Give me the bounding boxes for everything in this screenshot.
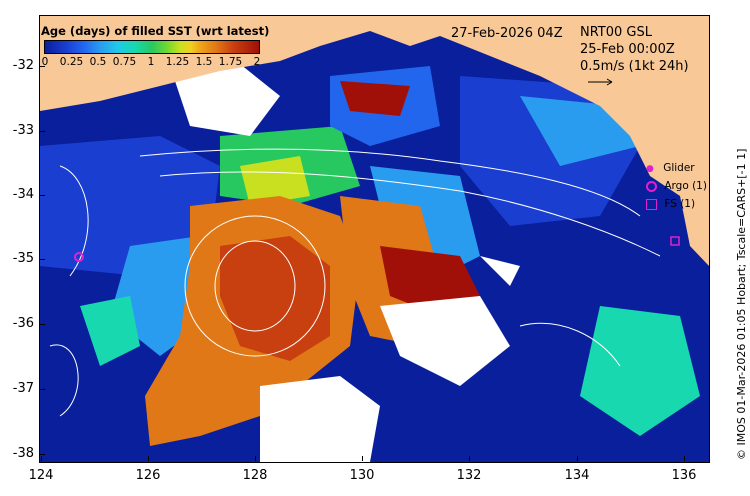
colorbar-tick-label: 1.25: [165, 56, 190, 68]
colorbar-title: Age (days) of filled SST (wrt latest): [41, 24, 270, 38]
x-tick-mark: [577, 456, 578, 461]
y-tick-mark: [40, 324, 45, 325]
colorbar-tick-label: 0.5: [89, 56, 107, 68]
colorbar-tick-label: 1.5: [195, 56, 213, 68]
x-tick-label: 126: [135, 468, 161, 483]
legend-fs: FS (1): [646, 198, 695, 210]
x-tick-mark: [684, 456, 685, 461]
y-tick-mark: [40, 454, 45, 455]
colorbar-tick-label: 0.25: [59, 56, 84, 68]
x-tick-label: 134: [564, 468, 590, 483]
x-tick-label: 130: [349, 468, 375, 483]
ocean-patch: [580, 306, 700, 436]
x-tick-mark: [148, 456, 149, 461]
missing-data: [260, 376, 380, 462]
y-tick-mark: [40, 66, 45, 67]
x-tick-mark: [255, 456, 256, 461]
y-tick-mark: [40, 195, 45, 196]
y-tick-label: -35: [12, 251, 34, 266]
colorbar-tick-label: 0.75: [112, 56, 137, 68]
stale-core: [340, 81, 410, 116]
ocean-patch: [80, 296, 140, 366]
legend-argo: Argo (1): [646, 180, 707, 192]
x-tick-mark: [362, 456, 363, 461]
fs-marker: [670, 236, 680, 246]
y-tick-mark: [40, 131, 45, 132]
sst-age-map: [40, 16, 709, 462]
missing-data: [380, 296, 510, 386]
x-tick-label: 124: [28, 468, 54, 483]
x-tick-label: 132: [456, 468, 482, 483]
x-tick-label: 136: [671, 468, 697, 483]
glider-dot-icon: ●: [646, 164, 654, 174]
copyright-label: © IMOS 01-Mar-2026 01:05 Hobart; Tscale=…: [735, 148, 748, 460]
y-tick-label: -34: [12, 187, 34, 202]
colorbar-tick-label: 0: [41, 56, 49, 68]
y-tick-label: -33: [12, 123, 34, 138]
y-tick-label: -32: [12, 58, 34, 73]
argo-circle-icon: [646, 180, 657, 192]
map-area[interactable]: [39, 15, 710, 463]
colorbar: [44, 40, 260, 54]
x-tick-label: 128: [242, 468, 268, 483]
contours: [49, 148, 661, 417]
x-tick-mark: [41, 456, 42, 461]
colorbar-tick-label: 1.75: [218, 56, 243, 68]
stale-core: [220, 236, 330, 361]
product-name: NRT00 GSL: [580, 25, 652, 40]
y-tick-mark: [40, 389, 45, 390]
y-tick-mark: [40, 259, 45, 260]
fs-square-icon: [646, 198, 657, 210]
map-date: 27-Feb-2026 04Z: [451, 26, 563, 41]
legend-glider: ● Glider: [646, 162, 695, 174]
ocean-patch: [240, 156, 310, 206]
x-tick-mark: [469, 456, 470, 461]
valid-time: 25-Feb 00:00Z: [580, 42, 675, 57]
argo-marker: [74, 252, 84, 262]
velocity-scale-label: 0.5m/s (1kt 24h): [580, 59, 689, 74]
product-info: NRT00 GSL 25-Feb 00:00Z 0.5m/s (1kt 24h): [580, 24, 689, 75]
y-tick-label: -37: [12, 381, 34, 396]
y-tick-label: -38: [12, 446, 34, 461]
colorbar-tick-label: 2: [253, 56, 261, 68]
missing-data: [480, 256, 520, 286]
y-tick-label: -36: [12, 316, 34, 331]
colorbar-tick-label: 1: [147, 56, 155, 68]
